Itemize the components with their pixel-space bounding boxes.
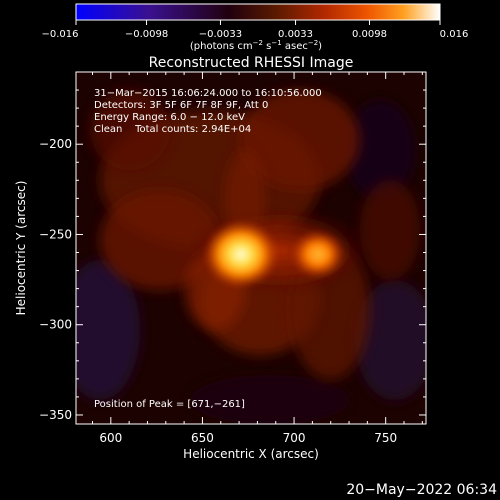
x-tick-label: 650 (191, 431, 214, 445)
x-tick-label: 750 (374, 431, 397, 445)
sources (203, 220, 346, 289)
peak-position: Position of Peak = [671,−261] (94, 399, 245, 410)
y-tick-label: −350 (39, 408, 72, 422)
colorbar-tick-label: 0.0033 (278, 29, 313, 40)
source-main (203, 220, 279, 289)
info-line-energy: Energy Range: 6.0 − 12.0 keV (94, 112, 245, 123)
colorbar-tick-label: −0.016 (41, 29, 78, 40)
colorbar-units: (photons cm−2 s−1 asec−2) (190, 39, 322, 52)
x-tick-label: 600 (99, 431, 122, 445)
info-line-clean: Clean Total counts: 2.94E+04 (94, 124, 251, 135)
colorbar-ticks: −0.016 −0.0098 −0.0033 0.0033 0.0098 0.016 (41, 20, 468, 40)
info-block: 31−Mar−2015 16:06:24.000 to 16:10:56.000… (94, 88, 322, 135)
chart-title: Reconstructed RHESSI Image (149, 55, 354, 71)
footer-timestamp: 20−May−2022 06:34 (346, 482, 497, 498)
y-axis-ticks: −350 −300 −250 −200 (39, 71, 426, 422)
plot-frame (75, 71, 427, 425)
y-axis-label: Heliocentric Y (arcsec) (14, 181, 28, 316)
x-tick-label: 700 (283, 431, 306, 445)
colorbar-tick-label: −0.0033 (199, 29, 242, 40)
y-tick-label: −250 (39, 227, 72, 241)
colorbar-frame (75, 3, 441, 21)
info-line-time: 31−Mar−2015 16:06:24.000 to 16:10:56.000 (94, 88, 322, 99)
colorbar-tick-label: 0.0098 (352, 29, 387, 40)
colorbar-tick-label: 0.016 (440, 29, 469, 40)
x-axis-ticks: 600 650 700 750 (91, 72, 423, 445)
x-axis-label: Heliocentric X (arcsec) (183, 447, 319, 461)
info-line-detectors: Detectors: 3F 5F 6F 7F 8F 9F, Att 0 (94, 100, 268, 111)
source-secondary (290, 229, 346, 279)
colorbar-tick-label: −0.0098 (125, 29, 168, 40)
colorbar (76, 4, 440, 20)
y-tick-label: −300 (39, 318, 72, 332)
y-tick-label: −200 (39, 137, 72, 151)
